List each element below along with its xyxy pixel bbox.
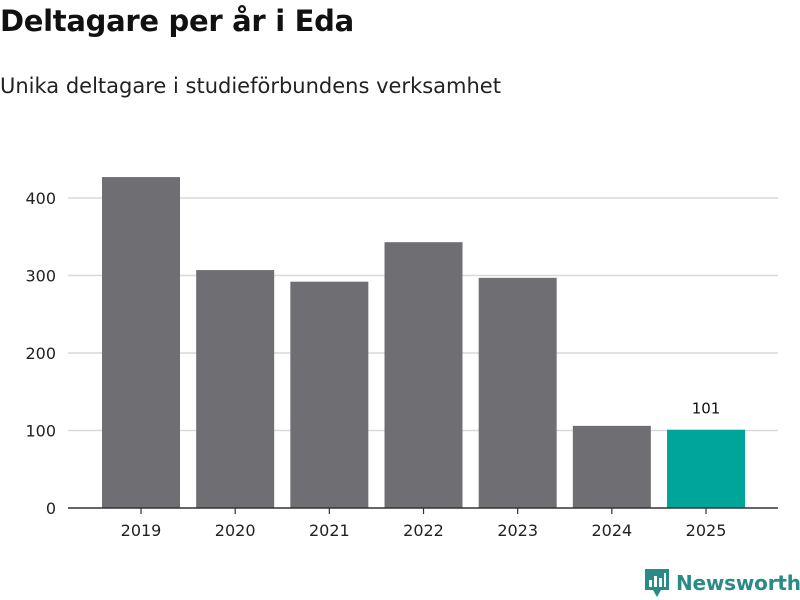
bars [102,177,746,509]
x-tick-label: 2019 [121,521,162,540]
x-tick-label: 2022 [403,521,444,540]
x-tick-label: 2021 [309,521,350,540]
bar-2025 [667,429,746,508]
x-tick-label: 2024 [591,521,632,540]
y-tick-label: 100 [25,422,56,441]
x-tick-label: 2025 [686,521,727,540]
chart-title: Deltagare per år i Eda [0,4,354,38]
bar-2024 [572,425,651,508]
chart-subtitle: Unika deltagare i studieförbundens verks… [0,74,501,98]
data-label-2025: 101 [692,400,721,418]
labels: 0 100 200 300 400 2019 2020 2021 2022 2023 2024 202… [25,189,726,540]
bar-2019 [102,177,180,508]
brand-logo: Newsworthy [644,568,800,598]
bar-2021 [290,281,369,508]
x-tick-label: 2020 [215,521,256,540]
bar-2022 [384,242,463,509]
bar-2023 [478,277,557,508]
brand-name: Newsworthy [676,571,800,595]
y-tick-label: 400 [25,189,56,208]
y-tick-label: 0 [46,499,56,518]
y-tick-label: 200 [25,344,56,363]
y-tick-label: 300 [25,267,56,286]
newsworthy-logo-icon [645,569,669,597]
x-tick-label: 2023 [497,521,538,540]
bar-2020 [196,270,275,508]
axes [68,507,778,514]
